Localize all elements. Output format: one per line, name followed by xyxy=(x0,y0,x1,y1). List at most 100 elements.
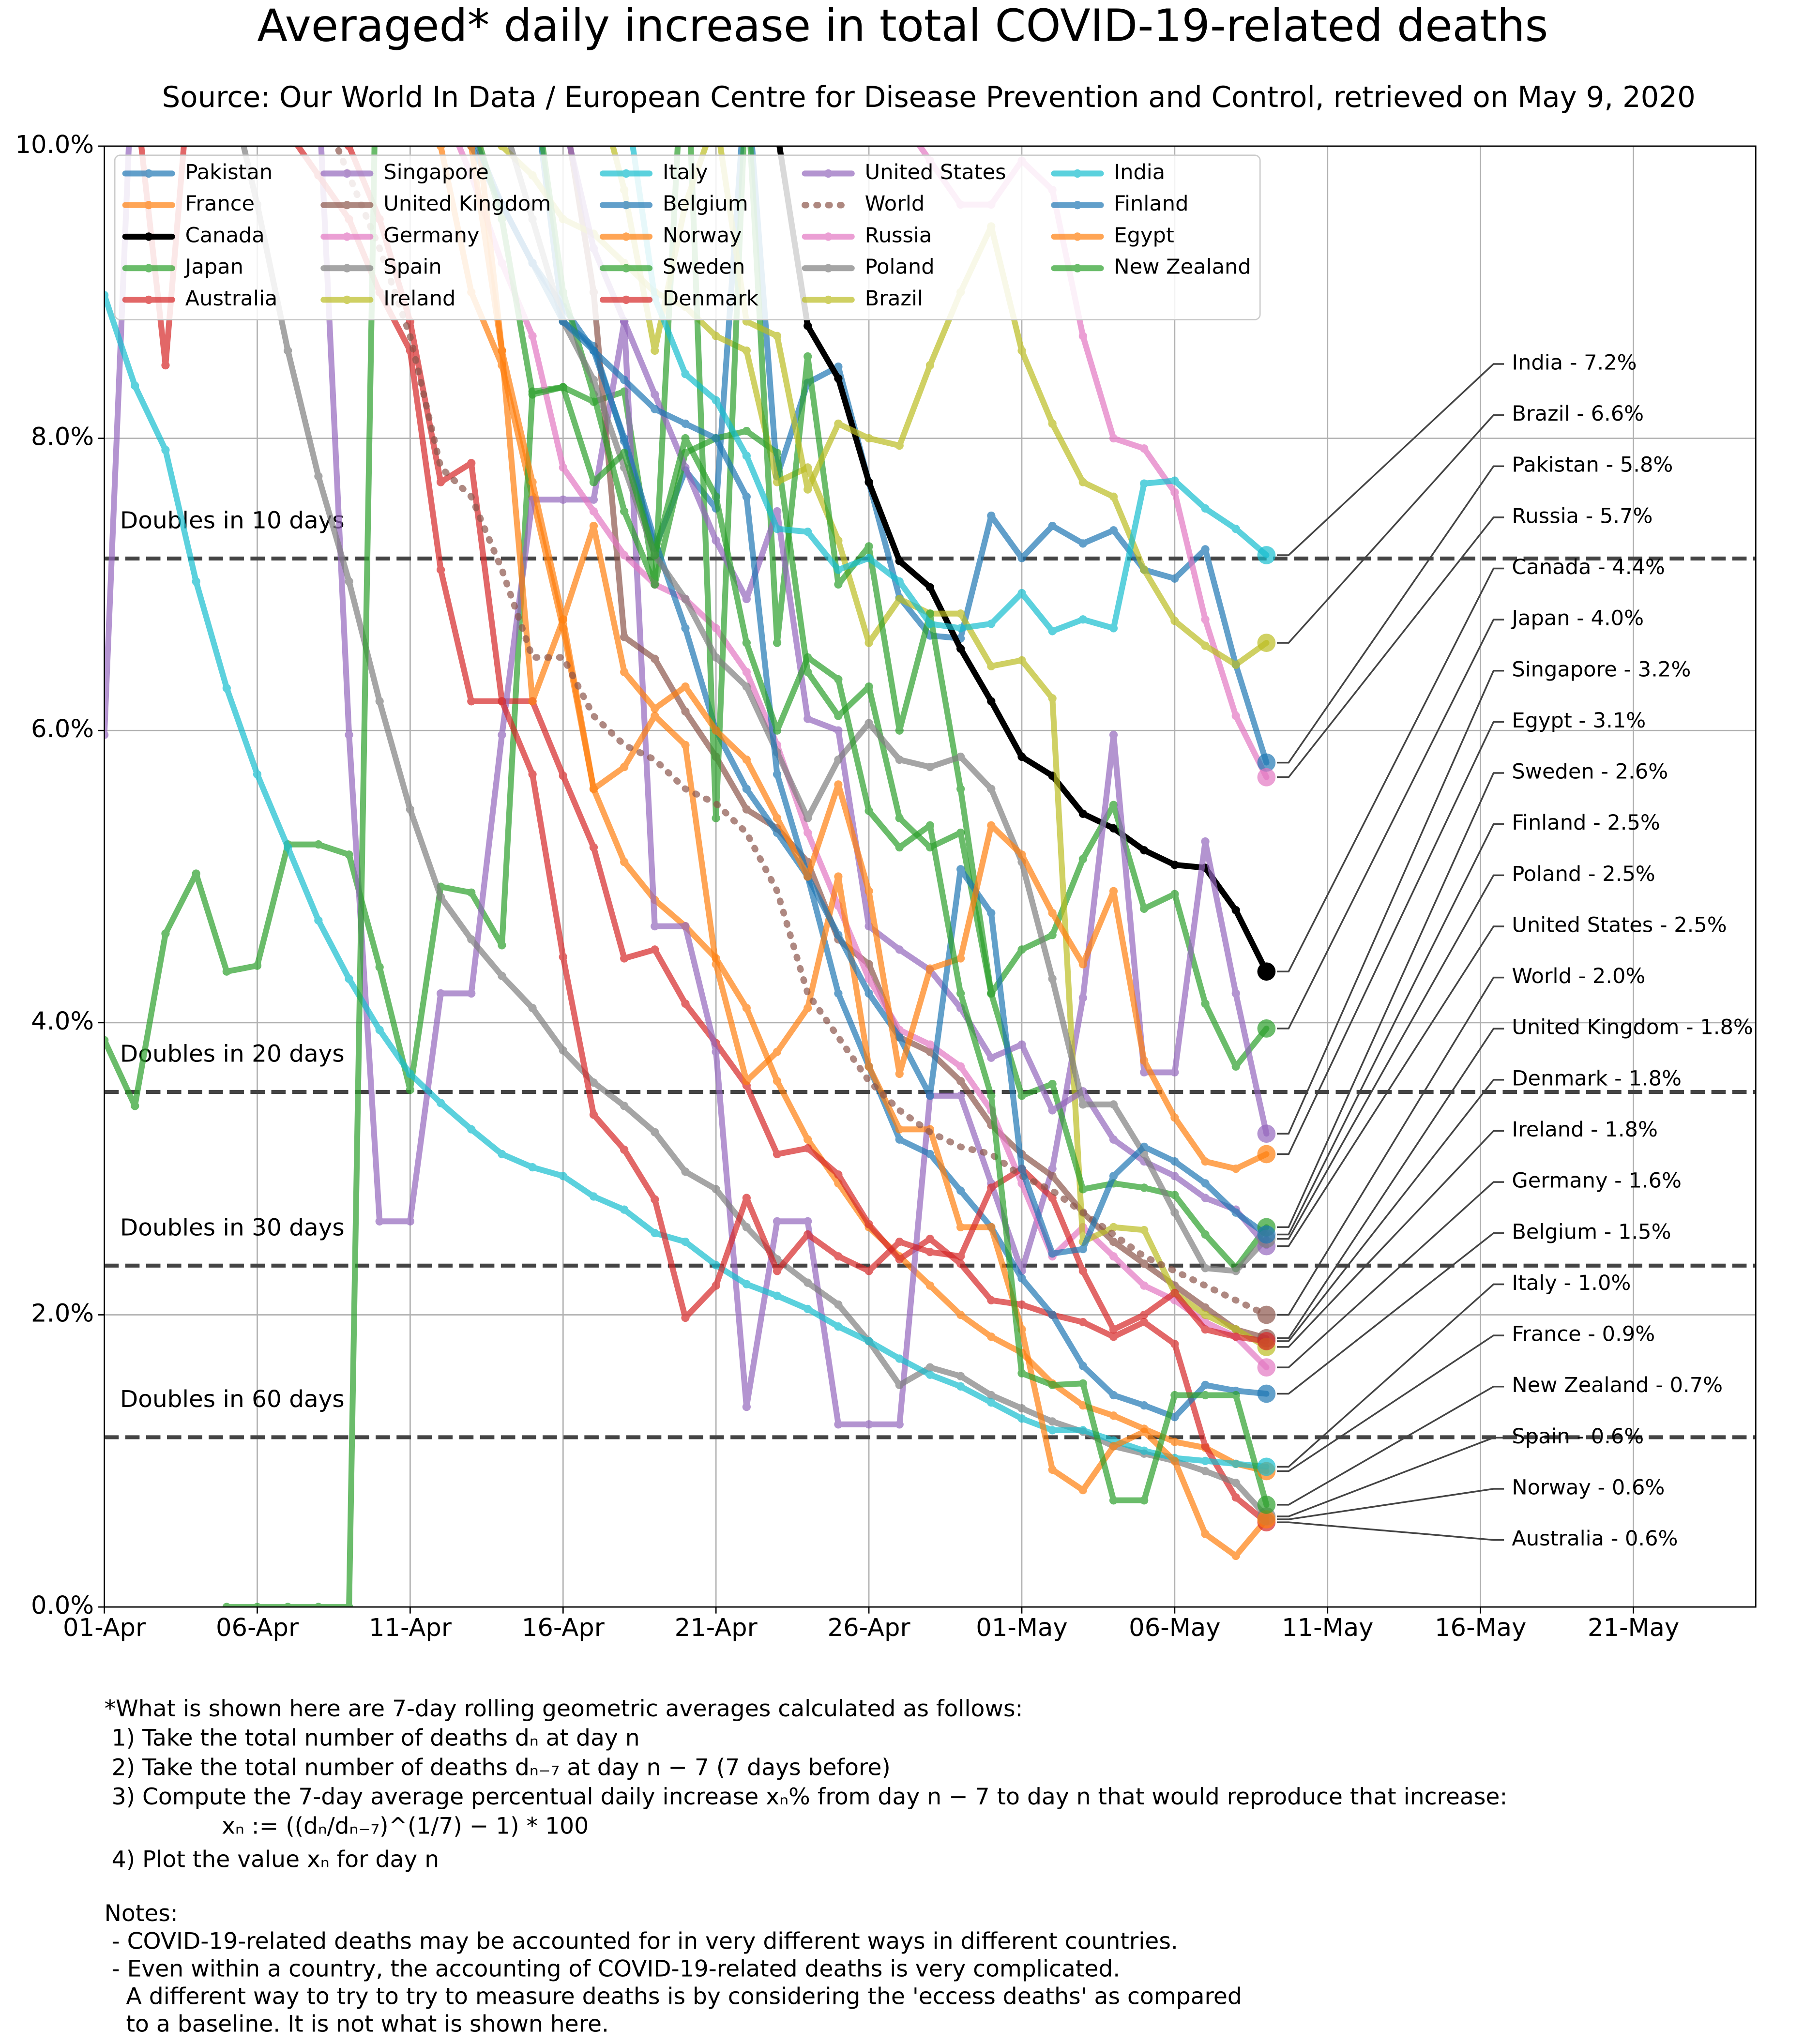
data-point xyxy=(1231,660,1240,669)
legend-marker xyxy=(1073,169,1082,178)
data-point xyxy=(925,1150,935,1159)
legend-marker xyxy=(622,295,631,304)
end-point xyxy=(1257,634,1276,652)
data-point xyxy=(773,726,782,735)
data-point xyxy=(1140,1281,1149,1290)
leader-line xyxy=(1276,772,1504,1228)
data-point xyxy=(1170,1068,1179,1077)
data-point xyxy=(406,1086,415,1094)
footnote-line: 3) Compute the 7-day average percentual … xyxy=(105,1784,1508,1810)
data-point xyxy=(620,667,629,677)
data-point xyxy=(834,872,843,881)
legend-item xyxy=(122,232,175,241)
data-point xyxy=(1140,565,1149,574)
data-point xyxy=(834,780,843,789)
data-point xyxy=(1201,999,1210,1008)
data-point xyxy=(651,580,659,589)
data-point xyxy=(742,755,751,764)
data-point xyxy=(1140,1142,1149,1151)
legend-label: Japan xyxy=(184,255,243,279)
data-point xyxy=(222,1603,231,1607)
data-point xyxy=(895,1125,904,1134)
data-point xyxy=(773,1291,782,1300)
data-point xyxy=(1231,1459,1240,1468)
x-tick-label: 11-May xyxy=(1282,1613,1373,1642)
leader-line xyxy=(1276,1385,1504,1506)
legend-item xyxy=(1051,232,1104,241)
data-point xyxy=(1231,1165,1240,1173)
data-point xyxy=(651,922,659,931)
end-label: Australia - 0.6% xyxy=(1512,1527,1678,1551)
leader-line xyxy=(1276,619,1504,1030)
end-label: New Zealand - 0.7% xyxy=(1512,1373,1723,1397)
data-point xyxy=(620,1102,629,1110)
data-point xyxy=(1048,1079,1057,1089)
data-point xyxy=(773,828,782,837)
data-point xyxy=(375,963,384,971)
legend-item xyxy=(802,232,855,241)
data-point xyxy=(864,806,873,815)
data-point xyxy=(345,577,353,586)
data-point xyxy=(956,1091,965,1100)
data-point xyxy=(253,770,262,779)
end-point xyxy=(1257,1305,1276,1324)
data-point xyxy=(651,1128,659,1136)
legend-item xyxy=(802,295,855,304)
end-point xyxy=(1257,1457,1276,1476)
data-point xyxy=(1078,332,1087,340)
data-point xyxy=(1048,1165,1057,1173)
end-label: Ireland - 1.8% xyxy=(1512,1118,1658,1142)
data-point xyxy=(1140,1056,1149,1065)
data-point xyxy=(712,396,720,405)
data-point xyxy=(834,1322,843,1331)
data-point xyxy=(1140,1226,1149,1235)
data-point xyxy=(803,828,812,837)
y-tick-label: 4.0% xyxy=(31,1007,94,1036)
data-point xyxy=(620,1145,629,1154)
data-point xyxy=(284,843,292,852)
data-point xyxy=(1109,730,1118,739)
data-point xyxy=(1048,1106,1057,1115)
data-point xyxy=(712,653,720,662)
data-point xyxy=(1170,574,1179,583)
data-point xyxy=(864,989,873,998)
data-point xyxy=(1109,801,1118,809)
data-point xyxy=(834,536,843,545)
data-point xyxy=(1140,904,1149,913)
data-point xyxy=(864,1420,873,1429)
data-point xyxy=(1078,960,1087,969)
data-point xyxy=(1140,479,1149,488)
data-point xyxy=(1078,1267,1087,1275)
legend-label: United Kingdom xyxy=(383,192,551,216)
end-label: United Kingdom - 1.8% xyxy=(1512,1015,1753,1040)
data-point xyxy=(956,1310,965,1319)
data-point xyxy=(1140,846,1149,855)
data-point xyxy=(1170,1340,1179,1348)
chart-title: Averaged* daily increase in total COVID-… xyxy=(257,0,1548,51)
data-point xyxy=(620,376,629,384)
data-point xyxy=(498,346,506,355)
data-point xyxy=(956,1252,965,1261)
data-point xyxy=(681,741,690,750)
data-point xyxy=(712,726,720,735)
leader-line xyxy=(1276,567,1504,972)
data-point xyxy=(620,633,629,641)
data-point xyxy=(345,146,353,151)
series xyxy=(467,146,1270,1173)
data-point xyxy=(559,1172,567,1181)
data-point xyxy=(1201,1325,1210,1334)
data-point xyxy=(284,1603,292,1607)
data-point xyxy=(1201,1467,1210,1476)
data-point xyxy=(314,472,323,481)
data-point xyxy=(104,730,109,739)
data-point xyxy=(406,1069,415,1078)
data-point xyxy=(987,662,996,671)
data-point xyxy=(651,704,659,713)
legend-marker xyxy=(622,264,631,273)
data-point xyxy=(436,565,445,574)
data-point xyxy=(925,1281,935,1290)
data-point xyxy=(1109,1223,1118,1232)
data-point xyxy=(864,542,873,551)
data-point xyxy=(742,638,751,647)
series-line xyxy=(630,146,1270,634)
